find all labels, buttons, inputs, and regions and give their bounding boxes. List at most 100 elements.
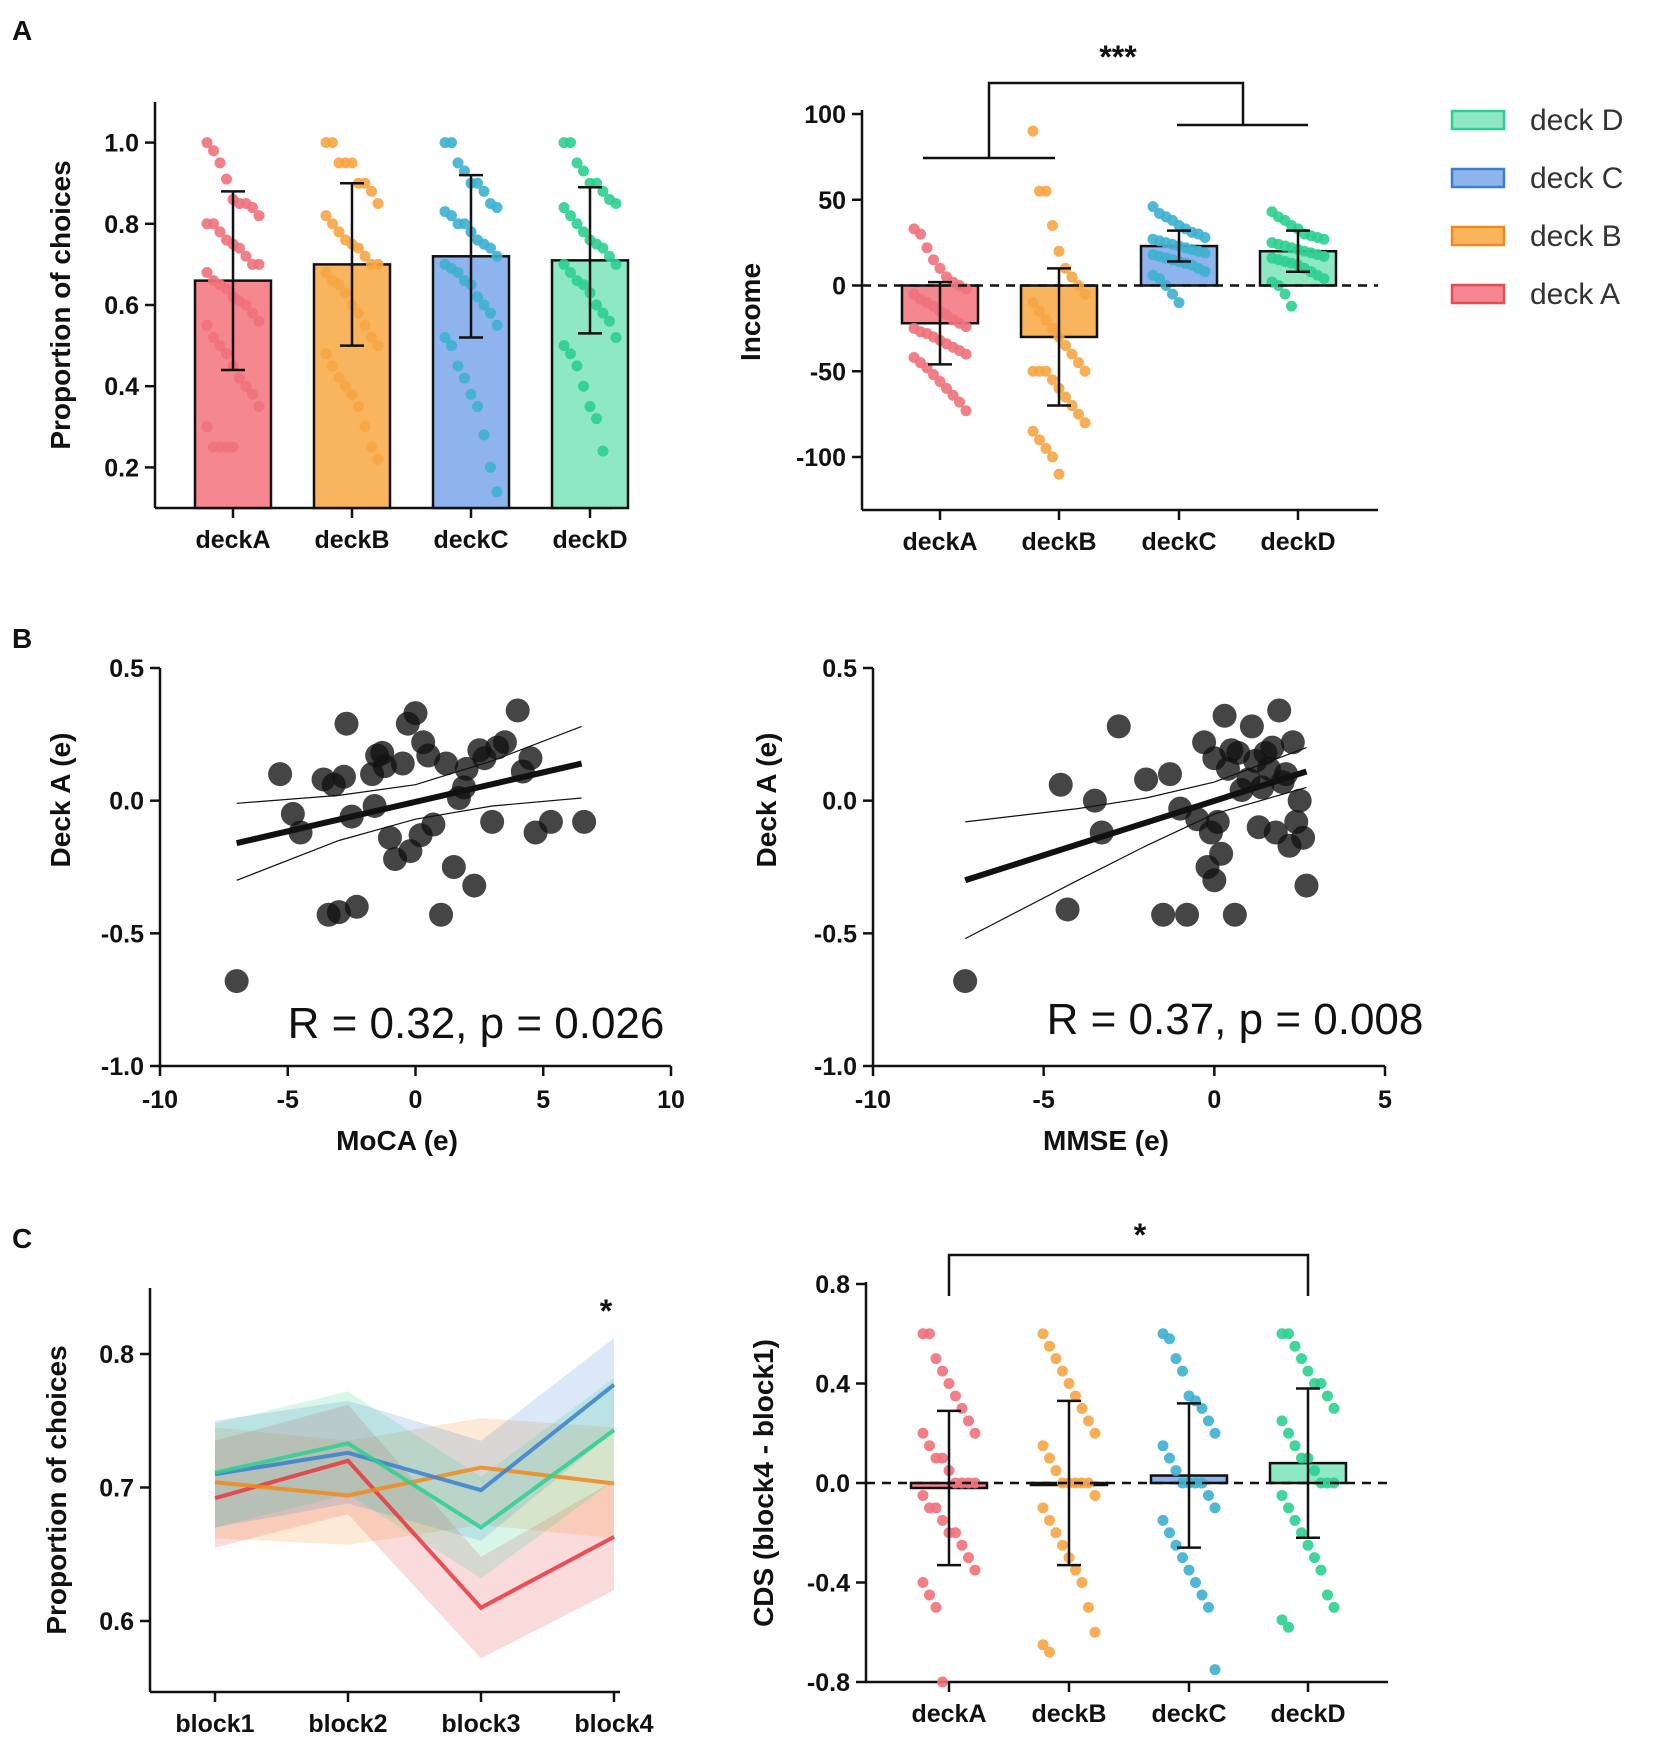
x-tick-label: deckB: [314, 526, 389, 554]
y-tick-label: 0.6: [99, 1608, 134, 1636]
data-point: [1170, 1465, 1182, 1477]
data-point: [452, 267, 464, 279]
legend-swatch: [1450, 283, 1506, 305]
data-point: [221, 173, 232, 185]
y-tick-label: 0: [832, 273, 846, 301]
data-point: [372, 258, 384, 270]
data-point: [953, 969, 978, 994]
data-point: [604, 250, 615, 262]
data-point: [439, 331, 451, 343]
data-point: [320, 210, 332, 222]
data-point: [268, 762, 293, 787]
data-point: [421, 812, 446, 837]
data-point: [917, 1489, 929, 1501]
data-point: [571, 157, 583, 169]
data-point: [565, 267, 576, 279]
data-point: [960, 405, 972, 417]
y-tick-label: 0.8: [104, 211, 139, 239]
data-point: [247, 202, 258, 214]
data-point: [565, 210, 576, 222]
data-point: [604, 315, 615, 327]
y-tick-label: 0.5: [109, 655, 144, 683]
x-tick-label: 10: [657, 1086, 685, 1114]
data-point: [963, 1552, 974, 1564]
data-point: [1203, 1601, 1214, 1613]
data-point: [478, 299, 490, 311]
panel-label-a: A: [12, 15, 32, 46]
y-tick-label: -0.8: [807, 1669, 850, 1697]
data-point: [327, 360, 338, 372]
data-point: [610, 258, 622, 270]
data-point: [346, 388, 358, 400]
data-point: [1279, 288, 1291, 300]
data-point: [937, 1452, 948, 1464]
data-point: [1199, 247, 1211, 259]
data-point: [1089, 1427, 1101, 1439]
data-point: [280, 801, 305, 826]
data-point: [1283, 1328, 1294, 1340]
data-point: [1089, 1489, 1101, 1501]
data-point: [333, 372, 345, 384]
legend-swatch: [1450, 225, 1506, 247]
data-point: [1203, 1489, 1214, 1501]
data-point: [344, 894, 369, 919]
data-point: [1291, 825, 1316, 850]
data-point: [372, 198, 384, 209]
data-point: [1079, 417, 1091, 429]
data-point: [465, 388, 477, 400]
data-point: [1267, 698, 1292, 723]
data-point: [459, 218, 470, 230]
panel-label-b: B: [12, 623, 32, 654]
data-point: [1079, 365, 1091, 377]
y-tick-label: 100: [804, 101, 846, 129]
data-point: [333, 279, 345, 291]
data-point: [1066, 271, 1078, 283]
legend-label: deck B: [1530, 220, 1622, 253]
data-point: [478, 185, 490, 197]
data-point: [1170, 1539, 1182, 1551]
data-point: [1060, 391, 1071, 403]
data-point: [1154, 273, 1165, 285]
data-point: [247, 388, 258, 400]
data-point: [1322, 1390, 1333, 1402]
y-tick-label: 0.8: [99, 1341, 134, 1369]
chart-b1-moca-scatter: 0.5 0.0 -0.5 -1.0 -10 -5 0 5 10 MoCA (e) Deck A (e…: [45, 655, 685, 1156]
data-point: [1047, 219, 1058, 231]
data-point: [1034, 434, 1045, 446]
data-point: [1276, 1614, 1288, 1626]
data-point: [1070, 1564, 1081, 1576]
data-point: [446, 137, 457, 149]
data-point: [221, 348, 232, 360]
data-point: [950, 1390, 961, 1402]
data-point: [954, 396, 965, 408]
data-point: [969, 1427, 981, 1439]
panel-label-c: C: [12, 1223, 32, 1254]
data-point: [1057, 1539, 1068, 1551]
x-tick-label: deckA: [902, 528, 977, 556]
y-tick-label: -0.5: [814, 920, 857, 948]
data-point: [472, 291, 483, 303]
data-point: [240, 299, 252, 311]
data-point: [1134, 767, 1159, 792]
data-point: [571, 218, 583, 230]
data-point: [597, 307, 609, 319]
data-point: [1177, 1365, 1188, 1377]
series-line: [214, 1428, 616, 1530]
data-point: [1289, 1514, 1301, 1526]
x-tick-label: block1: [175, 1710, 254, 1738]
data-point: [591, 177, 602, 189]
data-point: [565, 348, 576, 360]
x-tick-label: 5: [536, 1086, 550, 1114]
data-point: [240, 250, 252, 262]
x-tick-label: deckD: [1270, 1700, 1345, 1728]
data-point: [558, 340, 570, 352]
data-point: [1260, 735, 1285, 760]
data-point: [1209, 1664, 1221, 1676]
y-axis-label: Deck A (e): [751, 733, 782, 868]
data-point: [1047, 451, 1058, 463]
data-point: [327, 137, 338, 149]
data-point: [571, 360, 583, 372]
data-point: [478, 429, 490, 441]
data-point: [372, 754, 397, 779]
